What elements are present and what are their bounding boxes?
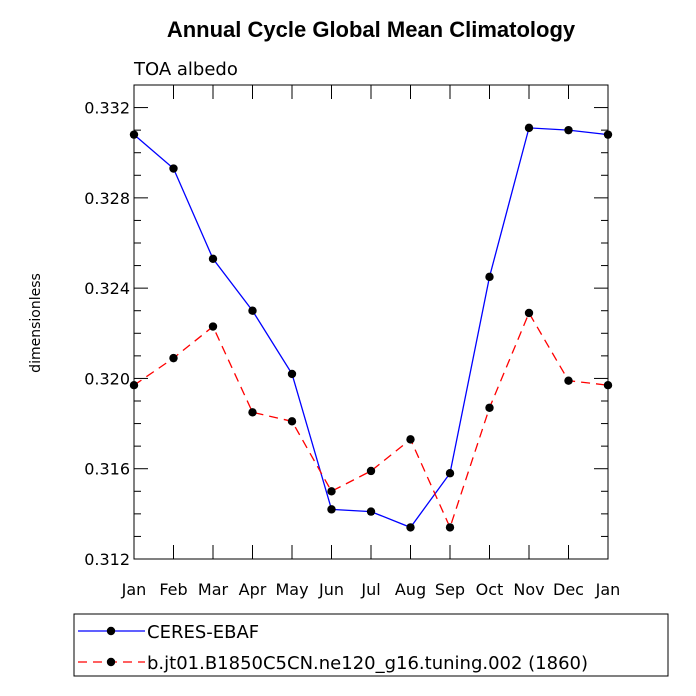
legend-label-model: b.jt01.B1850C5CN.ne120_g16.tuning.002 (1… xyxy=(147,653,588,674)
model-point xyxy=(327,487,336,496)
ceres-point xyxy=(287,369,297,379)
legend-label-ceres: CERES-EBAF xyxy=(147,622,259,643)
x-tick-label: Jan xyxy=(595,580,621,599)
x-tick-label: Apr xyxy=(239,580,267,599)
model-point xyxy=(524,308,534,318)
x-tick-label: May xyxy=(275,580,308,599)
chart-title: Annual Cycle Global Mean Climatology xyxy=(167,17,576,42)
legend: CERES-EBAF b.jt01.B1850C5CN.ne120_g16.tu… xyxy=(73,613,669,677)
x-tick-label: Jul xyxy=(360,580,380,599)
y-tick-label: 0.332 xyxy=(84,99,130,118)
model-point xyxy=(208,322,218,331)
series-layer xyxy=(129,123,613,532)
x-tick-label: Jun xyxy=(318,580,344,599)
series-line-model xyxy=(133,311,609,530)
legend-marker-model xyxy=(106,657,116,667)
x-tick-label: Aug xyxy=(395,580,426,599)
model-point xyxy=(287,417,297,426)
model-point xyxy=(564,376,573,385)
model-point xyxy=(603,381,613,390)
y-axis: 0.312 0.316 0.320 0.324 0.328 0.332 xyxy=(84,84,608,569)
ceres-point xyxy=(524,123,534,133)
x-tick-label: Sep xyxy=(435,580,465,599)
x-axis: Jan Feb Mar Apr May Jun Jul Aug Sep Oct Nov Dec Jan xyxy=(121,85,621,599)
ceres-point xyxy=(406,523,415,532)
x-tick-label: Dec xyxy=(553,580,584,599)
model-point xyxy=(485,403,494,412)
x-tick-label: Feb xyxy=(159,580,187,599)
ceres-point xyxy=(169,164,178,173)
model-point xyxy=(169,353,178,363)
chart-subtitle: TOA albedo xyxy=(133,59,238,80)
model-point xyxy=(445,523,455,532)
model-point xyxy=(129,381,139,390)
y-tick-label: 0.324 xyxy=(84,279,130,298)
y-axis-label: dimensionless xyxy=(28,273,44,373)
plot-frame xyxy=(133,84,609,560)
ceres-point xyxy=(208,254,218,263)
x-tick-label: Jan xyxy=(121,580,147,599)
legend-box xyxy=(73,613,669,677)
x-tick-label: Oct xyxy=(476,580,504,599)
ceres-point xyxy=(445,469,455,478)
ceres-point xyxy=(327,505,336,514)
ceres-point xyxy=(485,272,494,282)
model-point xyxy=(248,408,257,417)
x-tick-label: Nov xyxy=(513,580,544,599)
ceres-point xyxy=(248,306,257,315)
x-tick-label: Mar xyxy=(198,580,229,599)
model-point xyxy=(406,435,415,444)
y-tick-label: 0.316 xyxy=(84,460,130,479)
model-point xyxy=(366,466,376,476)
y-tick-label: 0.328 xyxy=(84,189,130,208)
y-tick-label: 0.320 xyxy=(84,369,130,388)
y-tick-label: 0.312 xyxy=(84,550,130,569)
ceres-point xyxy=(366,507,376,516)
ceres-point xyxy=(129,130,139,139)
ceres-point xyxy=(603,130,613,139)
ceres-point xyxy=(564,125,573,135)
legend-marker-ceres xyxy=(106,626,116,636)
